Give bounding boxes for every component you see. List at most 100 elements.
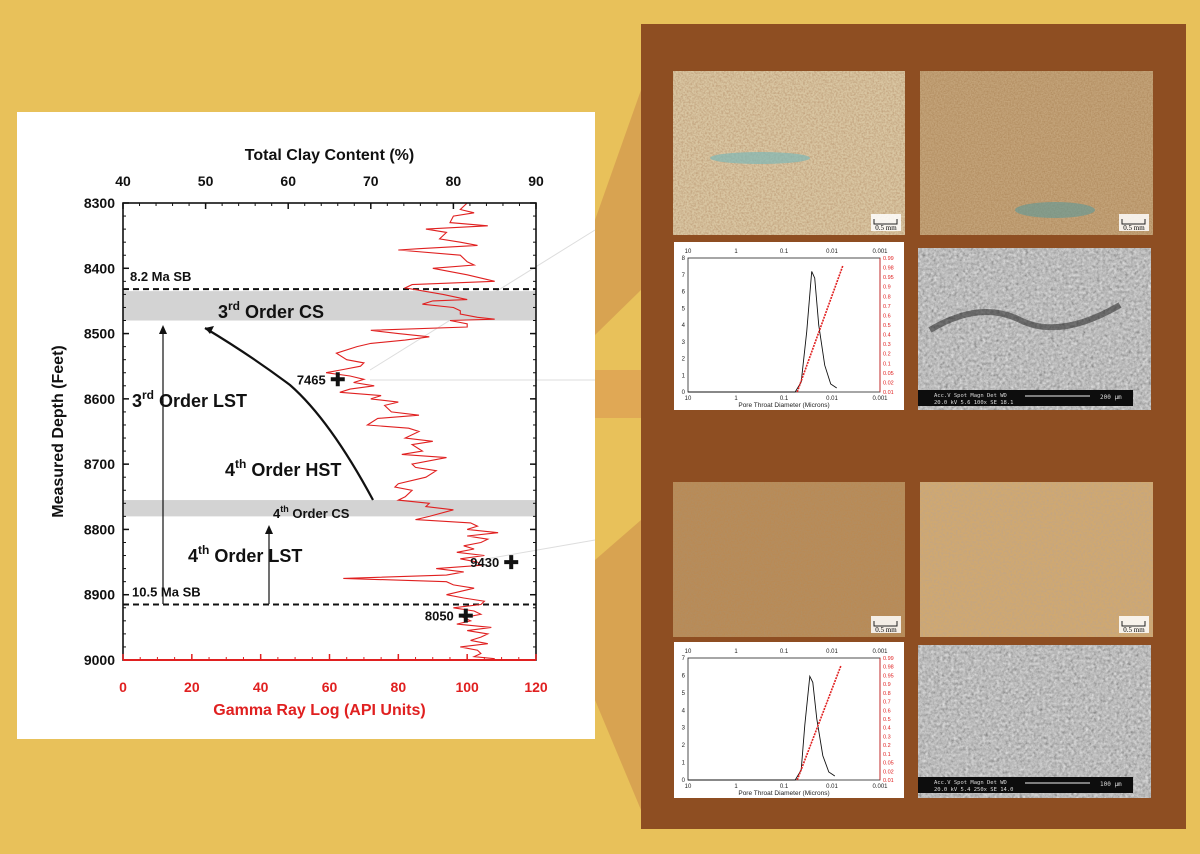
sem-values: 20.0 kV 5.6 100x SE 18.1 bbox=[934, 400, 1013, 406]
y-axis-title: Measured Depth (Feet) bbox=[50, 345, 67, 517]
pore-left-tick-label: 5 bbox=[682, 691, 686, 697]
gamma-ray-series bbox=[325, 202, 499, 661]
pore-bottom-tick-label: 10 bbox=[685, 784, 692, 790]
pore-xlabel: Pore Throat Diameter (Microns) bbox=[738, 790, 829, 797]
sem-header: Acc.V Spot Magn Det WD bbox=[934, 393, 1007, 399]
scale-label: 0.5 mm bbox=[875, 626, 897, 634]
chart-panel bbox=[17, 112, 595, 739]
sem-header: Acc.V Spot Magn Det WD bbox=[934, 780, 1007, 786]
pore-left-tick-label: 2 bbox=[682, 743, 686, 749]
pore-bottom-tick-label: 0.01 bbox=[826, 396, 838, 402]
y-tick-label: 8700 bbox=[84, 456, 115, 472]
y-tick-label: 8900 bbox=[84, 587, 115, 603]
bottom-axis-title: Gamma Ray Log (API Units) bbox=[213, 702, 425, 719]
top-tick-label: 70 bbox=[363, 173, 379, 189]
upper-thin-section-left: 0.5 mm bbox=[673, 71, 905, 235]
pore-left-tick-label: 8 bbox=[682, 256, 686, 262]
pore-distribution-series bbox=[688, 271, 837, 393]
lower-thin-section-right: 0.5 mm bbox=[920, 482, 1153, 637]
pore-top-tick-label: 0.1 bbox=[780, 249, 789, 255]
pore-distribution-series bbox=[688, 674, 836, 781]
pore-left-tick-label: 6 bbox=[682, 290, 686, 296]
pore-left-tick-label: 4 bbox=[682, 323, 686, 329]
pore-xlabel: Pore Throat Diameter (Microns) bbox=[738, 402, 829, 409]
pore-right-tick-label: 0.9 bbox=[883, 285, 891, 291]
band-label: 4th Order CS bbox=[273, 504, 350, 521]
pore-bottom-tick-label: 1 bbox=[734, 784, 738, 790]
pore-right-tick-label: 0.6 bbox=[883, 708, 891, 714]
pore-left-tick-label: 3 bbox=[682, 340, 686, 346]
pore-right-tick-label: 0.4 bbox=[883, 726, 891, 732]
pore-cumulative-series bbox=[796, 665, 842, 781]
trend-arrowhead bbox=[205, 326, 214, 334]
callout-line bbox=[479, 539, 596, 561]
pore-cumulative-series bbox=[796, 265, 844, 393]
boundary-label: 8.2 Ma SB bbox=[130, 269, 191, 284]
pore-top-tick-label: 0.1 bbox=[780, 649, 789, 655]
pore-right-tick-label: 0.05 bbox=[883, 761, 894, 767]
bottom-tick-label: 60 bbox=[322, 679, 338, 695]
pore-right-tick-label: 0.8 bbox=[883, 691, 891, 697]
pore-right-tick-label: 0.99 bbox=[883, 656, 894, 662]
upper-thin-section-right: 0.5 mm bbox=[920, 71, 1153, 235]
pore-right-tick-label: 0.2 bbox=[883, 743, 891, 749]
pore-right-tick-label: 0.7 bbox=[883, 700, 891, 706]
pore-top-tick-label: 0.01 bbox=[826, 249, 838, 255]
pore-top-tick-label: 0.01 bbox=[826, 649, 838, 655]
pore-right-tick-label: 0.5 bbox=[883, 323, 891, 329]
top-tick-label: 60 bbox=[280, 173, 296, 189]
sem-values: 20.0 kV 5.4 250x SE 14.0 bbox=[934, 787, 1013, 793]
pore-right-tick-label: 0.1 bbox=[883, 361, 891, 367]
pore-right-tick-label: 0.7 bbox=[883, 304, 891, 310]
trend-curve bbox=[204, 327, 374, 501]
bottom-tick-label: 120 bbox=[524, 679, 548, 695]
pore-right-tick-label: 0.95 bbox=[883, 275, 894, 281]
pore-top-tick-label: 10 bbox=[685, 649, 692, 655]
pore-left-tick-label: 7 bbox=[682, 656, 686, 662]
scale-label: 0.5 mm bbox=[875, 224, 897, 232]
clay-sample-marker bbox=[458, 608, 473, 623]
y-tick-label: 8600 bbox=[84, 391, 115, 407]
pore-right-tick-label: 0.1 bbox=[883, 752, 891, 758]
pore-left-tick-label: 0 bbox=[682, 390, 686, 396]
systems-tract-label: 4th Order HST bbox=[225, 457, 341, 480]
pore-right-tick-label: 0.01 bbox=[883, 778, 894, 784]
y-tick-label: 8300 bbox=[84, 195, 115, 211]
bottom-tick-label: 0 bbox=[119, 679, 127, 695]
y-tick-label: 9000 bbox=[84, 652, 115, 668]
pore-right-tick-label: 0.95 bbox=[883, 673, 894, 679]
pore-bottom-tick-label: 0.001 bbox=[872, 396, 888, 402]
pore-plot-bg bbox=[674, 242, 904, 410]
pore-right-tick-label: 0.05 bbox=[883, 371, 894, 377]
pore-left-tick-label: 2 bbox=[682, 357, 686, 363]
pore-right-tick-label: 0.98 bbox=[883, 266, 894, 272]
top-tick-label: 40 bbox=[115, 173, 131, 189]
boundary-label: 10.5 Ma SB bbox=[132, 585, 201, 600]
pore-right-tick-label: 0.01 bbox=[883, 390, 894, 396]
bottom-tick-label: 40 bbox=[253, 679, 269, 695]
pore-bottom-tick-label: 0.01 bbox=[826, 784, 838, 790]
sem-scale: 200 µm bbox=[1100, 394, 1122, 401]
pore-top-tick-label: 10 bbox=[685, 249, 692, 255]
bottom-tick-label: 80 bbox=[391, 679, 407, 695]
pore-left-tick-label: 3 bbox=[682, 726, 686, 732]
pore-left-tick-label: 1 bbox=[682, 373, 686, 379]
pore-left-tick-label: 7 bbox=[682, 273, 686, 279]
lst-arrowhead bbox=[159, 325, 167, 334]
pore-bottom-tick-label: 10 bbox=[685, 396, 692, 402]
top-tick-label: 90 bbox=[528, 173, 544, 189]
clay-sample-marker bbox=[330, 372, 345, 387]
pore-right-tick-label: 0.6 bbox=[883, 313, 891, 319]
upper-sem-image: Acc.V Spot Magn Det WD 20.0 kV 5.6 100x … bbox=[918, 248, 1151, 410]
upper-connector bbox=[595, 90, 641, 335]
pore-bottom-tick-label: 0.1 bbox=[780, 396, 789, 402]
sem-scale: 100 µm bbox=[1100, 781, 1122, 788]
scale-label: 0.5 mm bbox=[1123, 224, 1145, 232]
top-tick-label: 50 bbox=[198, 173, 214, 189]
lower-sem-image: Acc.V Spot Magn Det WD 20.0 kV 5.4 250x … bbox=[918, 645, 1151, 798]
pore-left-tick-label: 0 bbox=[682, 778, 686, 784]
lower-thin-section-left: 0.5 mm bbox=[673, 482, 905, 637]
clay-sample-marker bbox=[504, 555, 519, 570]
clay-sample-label: 8050 bbox=[425, 609, 454, 624]
